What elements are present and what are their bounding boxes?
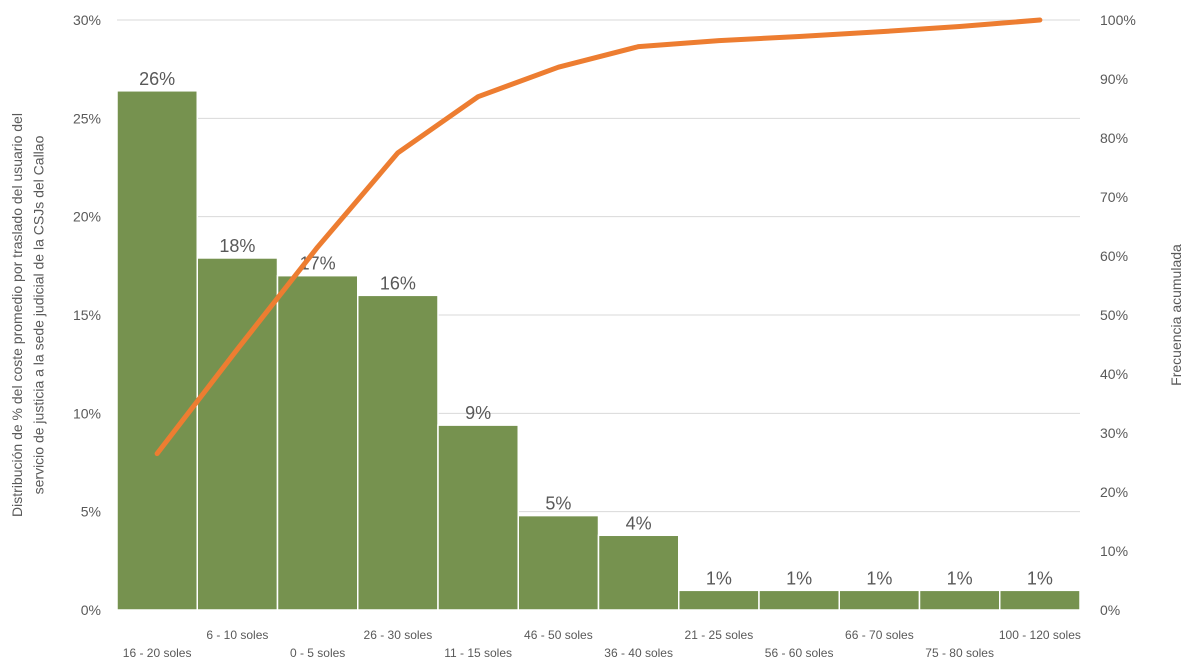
cumulative-point	[878, 31, 880, 33]
y-tick-label-right: 30%	[1100, 425, 1128, 441]
bar-data-label: 1%	[1027, 568, 1053, 588]
cumulative-point	[718, 40, 720, 42]
cumulative-point	[317, 246, 319, 248]
y-tick-label-right: 50%	[1100, 307, 1128, 323]
x-tick-label: 66 - 70 soles	[845, 628, 914, 642]
cumulative-point	[638, 46, 640, 48]
x-tick-label: 75 - 80 soles	[925, 646, 994, 660]
bar	[517, 514, 600, 611]
cumulative-point	[156, 453, 158, 455]
y-tick-label-right: 20%	[1100, 484, 1128, 500]
x-tick-label: 6 - 10 soles	[206, 628, 268, 642]
x-tick-label: 46 - 50 soles	[524, 628, 593, 642]
cumulative-point	[477, 96, 479, 98]
bar	[678, 589, 760, 611]
cumulative-point	[236, 348, 238, 350]
y-tick-label-right: 0%	[1100, 602, 1120, 618]
cumulative-point	[397, 152, 399, 154]
bar-data-label: 1%	[947, 568, 973, 588]
x-tick-label: 26 - 30 soles	[364, 628, 433, 642]
x-tick-label: 0 - 5 soles	[290, 646, 345, 660]
x-tick-label: 36 - 40 soles	[604, 646, 673, 660]
bar-data-label: 9%	[465, 403, 491, 423]
y-tick-label-right: 90%	[1100, 71, 1128, 87]
cumulative-point	[557, 66, 559, 68]
bar-data-label: 1%	[706, 568, 732, 588]
y-tick-label-left: 10%	[73, 405, 101, 421]
y-tick-label-left: 15%	[73, 307, 101, 323]
cumulative-frequency-line	[154, 17, 1043, 457]
y-tick-label-right: 10%	[1100, 543, 1128, 559]
y-tick-label-left: 20%	[73, 209, 101, 225]
bar-data-label: 5%	[545, 494, 571, 514]
y-tick-label-right: 70%	[1100, 189, 1128, 205]
y-tick-label-right: 80%	[1100, 130, 1128, 146]
x-tick-label: 100 - 120 soles	[999, 628, 1081, 642]
y-tick-label-right: 60%	[1100, 248, 1128, 264]
bar	[357, 294, 439, 611]
cumulative-point	[959, 25, 961, 27]
bar-data-label: 18%	[219, 236, 255, 256]
y-tick-label-left: 30%	[73, 12, 101, 28]
y-tick-label-left: 0%	[81, 602, 101, 618]
x-tick-label: 56 - 60 soles	[765, 646, 834, 660]
x-tick-label: 16 - 20 soles	[123, 646, 192, 660]
cumulative-point	[798, 36, 800, 38]
x-tick-label: 11 - 15 soles	[444, 646, 512, 660]
y-tick-label-right: 100%	[1100, 12, 1136, 28]
y-tick-label-left: 5%	[81, 504, 101, 520]
bar	[597, 534, 680, 611]
bar-data-label: 1%	[786, 568, 812, 588]
bar	[437, 424, 519, 611]
bar	[276, 274, 359, 611]
bar-data-label: 16%	[380, 273, 416, 293]
bar-data-label: 1%	[866, 568, 892, 588]
y-tick-label-left: 25%	[73, 110, 101, 126]
bar-data-label: 26%	[139, 69, 175, 89]
bar	[758, 589, 840, 611]
bar	[999, 589, 1081, 611]
bar	[838, 589, 921, 611]
cumulative-point	[1039, 19, 1041, 21]
x-tick-label: 21 - 25 soles	[685, 628, 754, 642]
bar	[116, 90, 198, 611]
bar-data-label: 4%	[626, 513, 652, 533]
y-tick-label-right: 40%	[1100, 366, 1128, 382]
bar	[918, 589, 1001, 611]
